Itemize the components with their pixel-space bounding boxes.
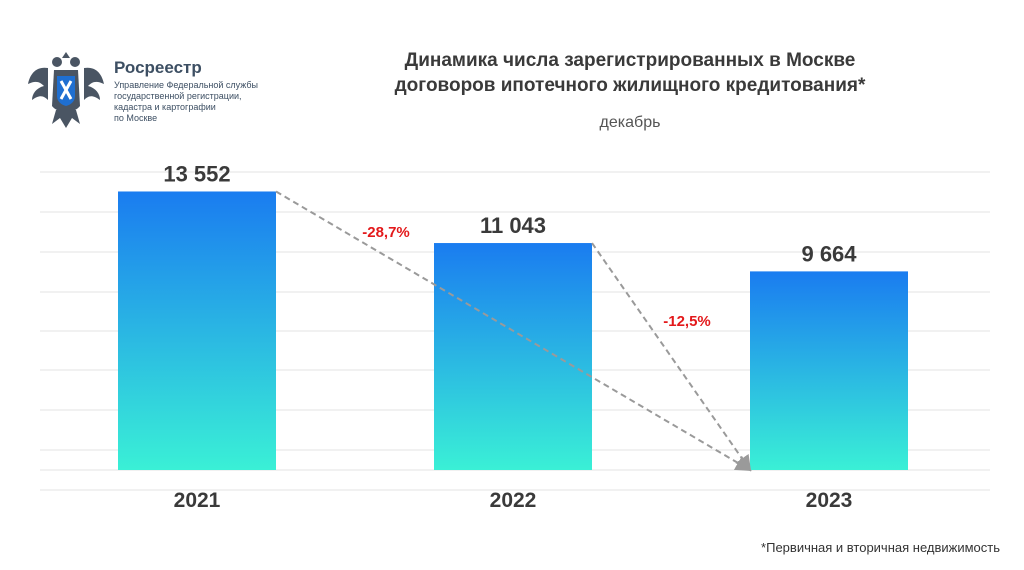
chart-subtitle: декабрь [599,114,661,131]
emblem-icon [28,52,104,128]
brand-subtitle-line: Управление Федеральной службы [114,80,258,90]
brand-subtitle-line: кадастра и картографии [114,102,216,112]
change-arrow [591,242,752,472]
brand-subtitle-line: по Москве [114,113,158,123]
brand-logo: Росреестр Управление Федеральной службы … [26,44,326,134]
change-percent-label: -28,7% [362,224,410,241]
category-tick-label: 2021 [174,489,221,512]
bar [434,243,592,470]
brand-name: Росреестр [114,58,202,77]
category-tick-label: 2023 [806,489,853,512]
chart-title-line: Динамика числа зарегистрированных в Моск… [404,50,856,71]
change-arrow [275,190,752,472]
chart-title-line: договоров ипотечного жилищного кредитова… [394,75,866,96]
bar-value-label: 11 043 [480,213,546,238]
change-percent-label: -12,5% [663,313,711,330]
footnote: *Первичная и вторичная недвижимость [761,540,1000,555]
bar-value-label: 9 664 [801,241,857,266]
brand-subtitle: Управление Федеральной службы государств… [114,80,314,124]
brand-subtitle-line: государственной регистрации, [114,91,242,101]
category-tick-label: 2022 [490,489,537,512]
bar-value-label: 13 552 [163,161,230,186]
bar [118,191,276,470]
bar [750,271,908,470]
chart-title: Динамика числа зарегистрированных в Моск… [330,48,930,98]
